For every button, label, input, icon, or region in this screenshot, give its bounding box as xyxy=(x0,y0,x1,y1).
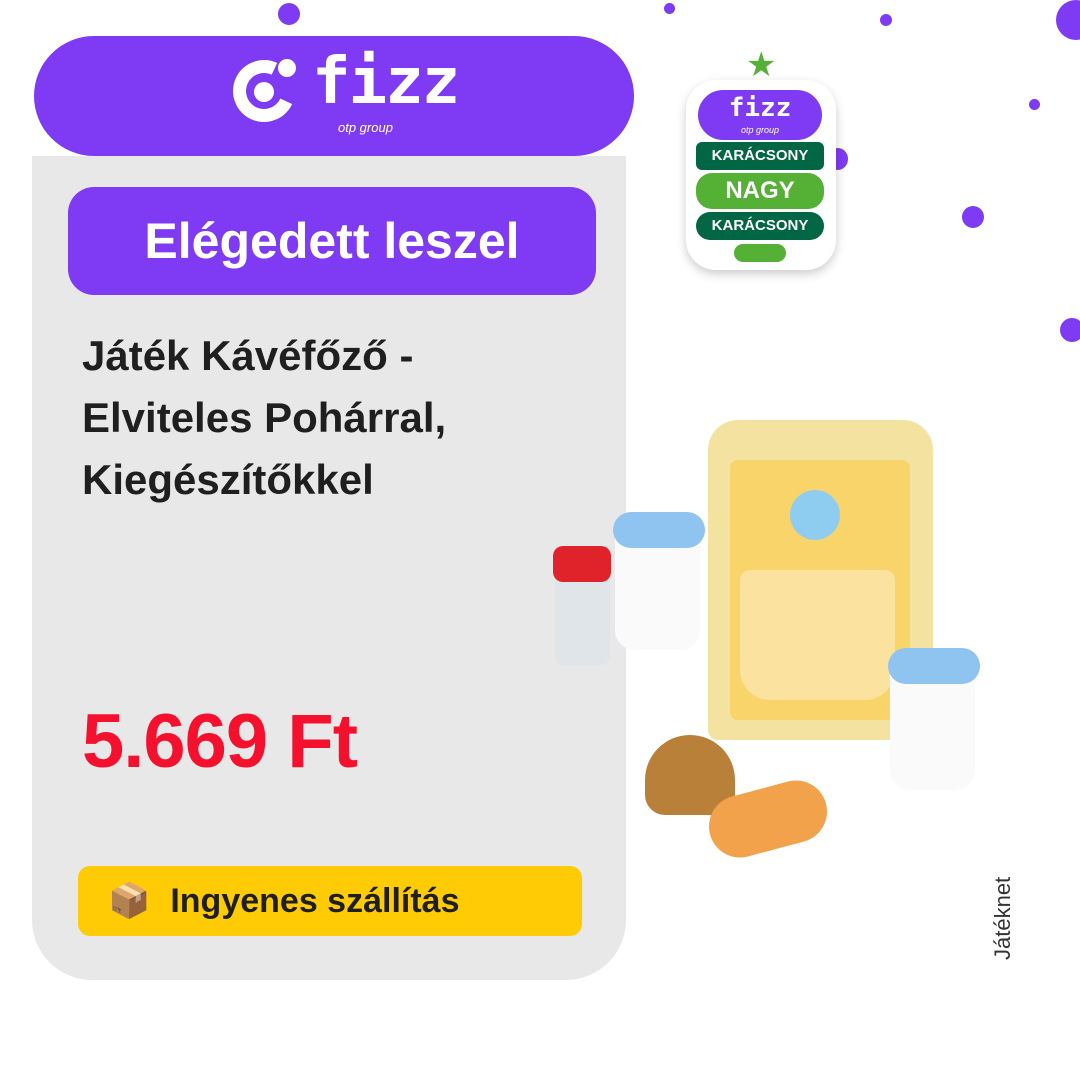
brand-header xyxy=(34,36,634,156)
badge-line3: KARÁCSONY xyxy=(696,212,824,240)
decor-dot xyxy=(1060,318,1080,342)
decor-dot xyxy=(962,206,984,228)
brand-sub: otp group xyxy=(338,120,393,135)
decor-dot xyxy=(278,3,300,25)
decor-dot xyxy=(880,14,892,26)
shipping-label: Ingyenes szállítás xyxy=(170,882,460,920)
star-icon: ★ xyxy=(746,46,777,84)
category-label: Játéknet xyxy=(990,876,1015,960)
decor-dot xyxy=(1056,0,1080,40)
brand-name: fizz xyxy=(312,45,460,119)
badge-logo: fizz otp group xyxy=(698,90,822,140)
fast-delivery-box-icon: 📦 xyxy=(108,882,151,920)
fizz-logo-icon xyxy=(278,59,296,77)
product-image xyxy=(550,410,990,865)
badge-line1: KARÁCSONY xyxy=(696,142,824,170)
decor-dot xyxy=(1029,99,1040,110)
badge-sub: otp group xyxy=(740,125,780,135)
fizz-logo-icon xyxy=(254,82,274,102)
christmas-badge: ★ fizz otp group KARÁCSONY NAGY KARÁCSON… xyxy=(686,48,836,270)
badge-brand: fizz xyxy=(728,93,792,123)
decor-dot xyxy=(664,3,675,14)
shipping-badge: 📦 Ingyenes szállítás xyxy=(78,866,582,936)
product-price: 5.669 Ft xyxy=(82,699,358,784)
tagline: Elégedett leszel xyxy=(68,187,596,295)
product-title: Játék Kávéfőző - Elviteles Pohárral, Kie… xyxy=(82,332,447,503)
badge-line2: NAGY xyxy=(696,173,824,209)
